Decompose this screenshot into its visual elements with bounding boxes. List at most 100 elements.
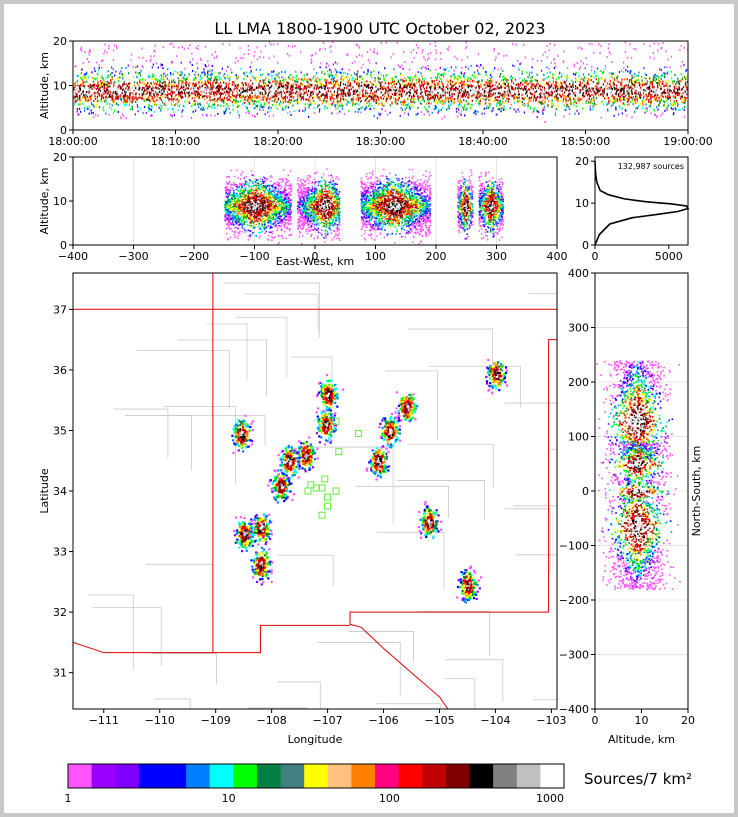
time-altitude-point [566,85,568,88]
time-altitude-point [367,95,369,98]
time-altitude-point [102,81,104,84]
time-altitude-point [83,76,86,79]
time-altitude-point [551,104,554,107]
time-altitude-point [626,103,629,106]
time-altitude-point [668,104,670,107]
time-altitude-point [375,85,377,88]
time-altitude-point [628,99,630,102]
time-altitude-point [75,92,77,95]
time-altitude-point [268,106,270,109]
time-altitude-point [459,91,462,94]
time-altitude-point [94,114,97,117]
time-altitude-point [657,108,659,111]
time-altitude-point [660,69,663,72]
time-altitude-point [359,93,361,96]
time-altitude-point [177,96,180,98]
time-altitude-point [292,104,294,107]
time-altitude-point [466,88,468,91]
time-altitude-point [384,67,386,70]
time-altitude-point [128,84,130,87]
time-altitude-point [637,77,639,80]
time-altitude-point [542,53,544,56]
time-altitude-point [654,75,657,78]
time-altitude-point [317,77,319,79]
time-altitude-point [358,87,360,90]
time-altitude-point [521,103,524,106]
time-altitude-point [211,106,213,109]
time-altitude-point [499,92,501,95]
time-altitude-point [345,94,347,97]
time-altitude-point [207,77,209,80]
time-altitude-point [156,83,158,86]
time-altitude-point [291,91,293,94]
time-altitude-point [291,79,294,82]
time-altitude-point [669,89,671,92]
time-altitude-point [316,85,318,88]
time-altitude-point [581,94,584,97]
time-altitude-point [290,79,292,81]
time-altitude-point [138,80,141,83]
time-altitude-point [290,86,292,89]
time-altitude-point [428,88,430,91]
time-altitude-point [117,104,119,106]
time-altitude-point [250,101,252,104]
time-altitude-point [96,77,98,80]
time-altitude-point [217,90,219,93]
time-altitude-point [534,92,536,95]
time-altitude-point [493,92,495,95]
time-altitude-point [611,82,614,85]
time-altitude-point [393,90,395,92]
time-altitude-point [93,99,95,102]
time-altitude-point [562,100,564,103]
time-altitude-point [150,82,152,85]
time-altitude-point [573,103,575,106]
time-altitude-point [454,76,456,79]
time-altitude-point [561,86,563,89]
time-altitude-point [84,73,86,76]
time-altitude-point [621,78,623,81]
time-altitude-point [663,66,666,69]
time-altitude-point [364,95,366,98]
time-altitude-point [640,103,642,105]
time-altitude-point [512,64,514,67]
time-altitude-point [400,94,402,97]
time-altitude-point [113,92,115,95]
time-altitude-point [171,42,173,45]
time-altitude-point [414,75,416,78]
time-altitude-point [213,79,216,82]
time-altitude-point [309,86,311,89]
time-altitude-point [310,79,313,81]
time-altitude-point [542,91,544,94]
time-altitude-point [220,98,222,101]
time-altitude-point [536,110,539,113]
time-altitude-point [77,97,79,100]
time-altitude-point [585,101,587,104]
time-altitude-point [352,98,354,101]
time-altitude-point [649,45,651,48]
time-altitude-point [306,73,308,76]
time-altitude-point [566,87,569,90]
time-altitude-point [195,82,197,85]
time-altitude-point [453,69,455,72]
time-altitude-point [180,80,182,83]
time-altitude-point [434,104,436,107]
time-altitude-point [380,102,383,105]
time-altitude-point [554,65,557,68]
time-altitude-point [430,88,432,91]
time-altitude-point [536,96,538,99]
time-altitude-point [401,64,403,67]
time-altitude-point [331,90,333,93]
time-altitude-point [416,89,418,92]
time-altitude-point [107,95,109,98]
time-altitude-point [457,80,459,83]
time-altitude-point [320,83,322,86]
time-altitude-point [684,99,687,102]
time-altitude-point [406,106,408,109]
time-altitude-point [591,43,593,46]
time-altitude-point [492,93,494,96]
time-altitude-point [448,69,450,72]
time-altitude-point [367,59,369,62]
time-altitude-point [455,87,458,90]
time-altitude-point [84,107,86,110]
time-altitude-point [590,75,592,78]
